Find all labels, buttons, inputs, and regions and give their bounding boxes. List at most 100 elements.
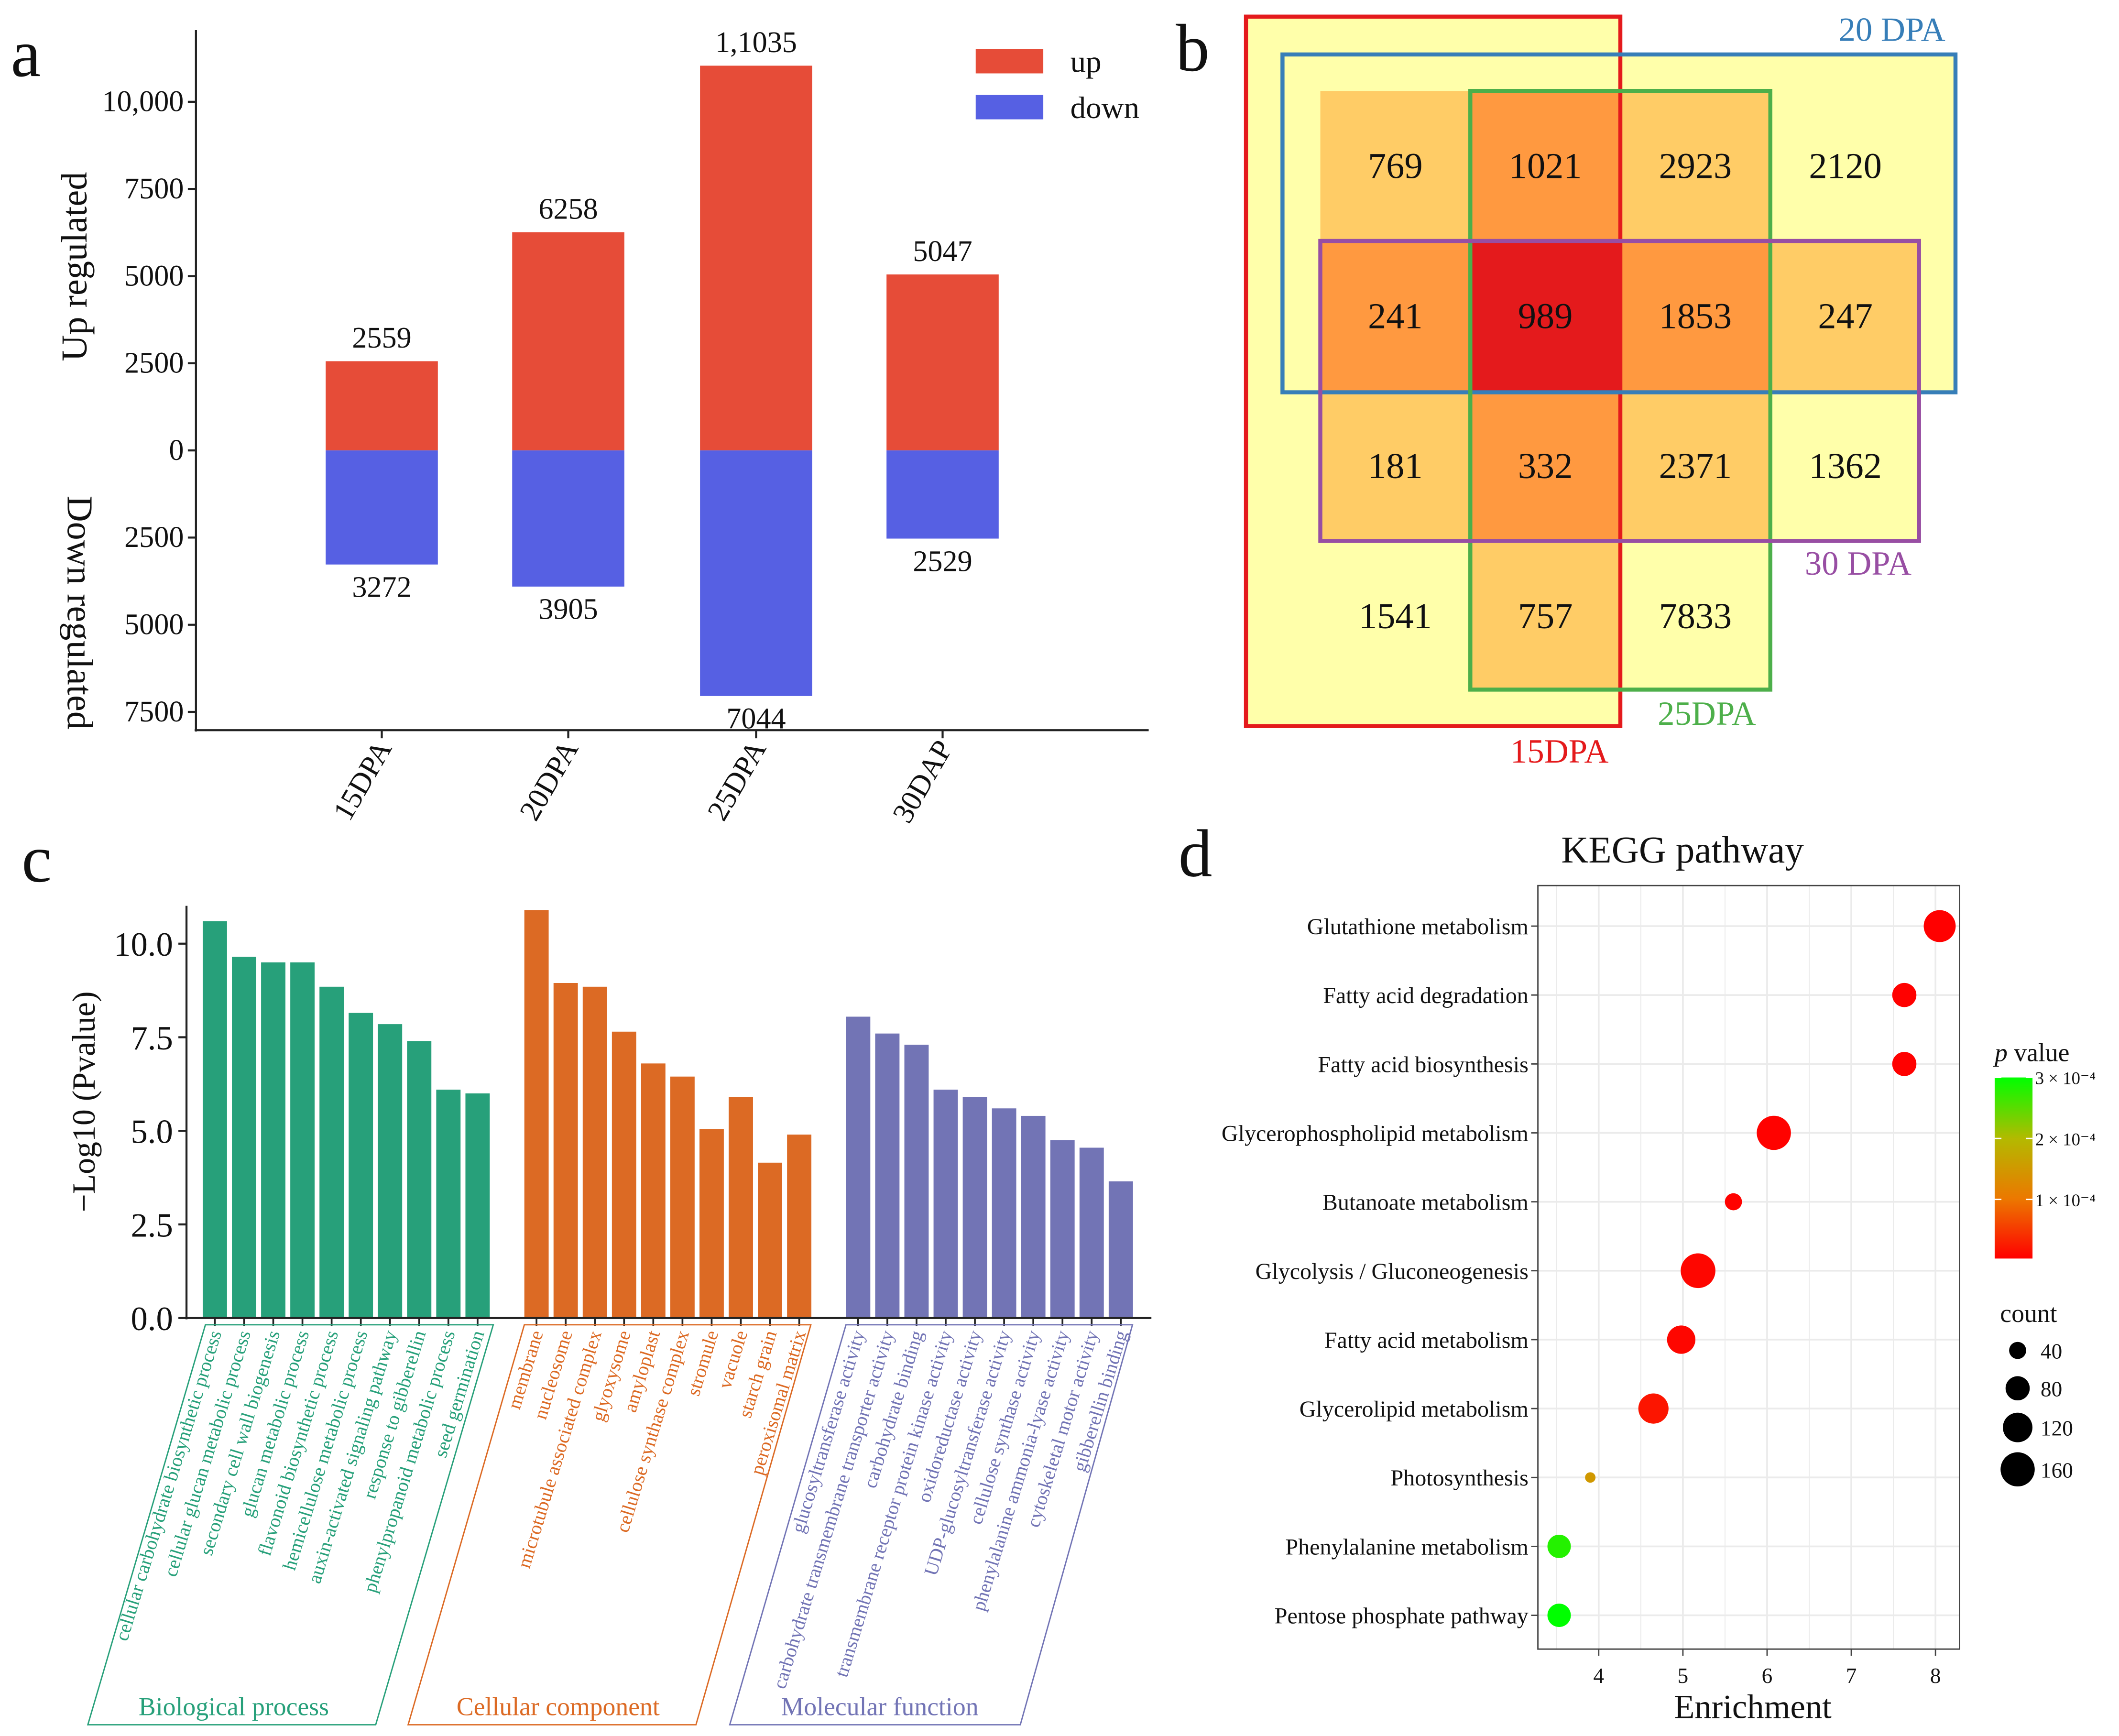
y-label-up: Up regulated: [54, 172, 95, 361]
venn-cell-count: 2923: [1659, 146, 1732, 186]
x-tick-label: 8: [1930, 1664, 1941, 1688]
bubble: [1725, 1193, 1742, 1211]
color-legend-title-rest: value: [2008, 1038, 2070, 1067]
venn-cell: [1770, 91, 1921, 241]
x-label: Enrichment: [1674, 1688, 1832, 1725]
legend-swatch-down: [975, 95, 1044, 120]
legend-label-down: down: [1070, 91, 1139, 125]
colorbar-tick-label: 3 × 10⁻⁴: [2035, 1069, 2096, 1088]
panel-label-b: b: [1176, 11, 1210, 86]
x-tick-label: 30DAP: [886, 735, 959, 829]
venn-cell-count: 1853: [1659, 295, 1732, 336]
venn-cell: [1620, 91, 1770, 241]
go-bar: [875, 1033, 900, 1318]
bubble: [1892, 1052, 1917, 1076]
venn-cell-count: 1021: [1509, 146, 1582, 186]
go-bar: [933, 1090, 958, 1318]
pathway-label: Photosynthesis: [1390, 1465, 1528, 1491]
go-bar: [202, 921, 227, 1318]
bubble: [1585, 1472, 1596, 1483]
venn-cell-count: 332: [1518, 446, 1573, 486]
venn-cell-count: 241: [1368, 295, 1422, 336]
x-tick-label: 4: [1593, 1664, 1604, 1688]
group-label: Cellular component: [457, 1692, 660, 1721]
up-value-label: 2559: [352, 322, 411, 354]
legend-label-up: up: [1070, 45, 1102, 79]
size-legend-circle: [2009, 1342, 2026, 1359]
x-tick-label: 20DPA: [513, 735, 585, 826]
venn-cell: [1620, 541, 1770, 691]
y-label-down: Down regulated: [59, 496, 100, 730]
venn-cell-count: 769: [1368, 146, 1422, 186]
go-bar: [319, 986, 344, 1318]
venn-cell-count: 757: [1518, 596, 1573, 636]
down-value-label: 3905: [538, 593, 598, 626]
bubble: [1638, 1393, 1669, 1424]
y-tick-label: 7500: [124, 173, 184, 205]
up-bar: [700, 66, 812, 451]
plot-background: [1538, 885, 1960, 1649]
panel-d-kegg-bubble-chart: KEGG pathway Glutathione metabolism Fatty …: [1222, 829, 2096, 1725]
chart-title: KEGG pathway: [1561, 829, 1804, 871]
set-outline: [1318, 239, 1921, 543]
go-bar: [1021, 1115, 1046, 1318]
venn-cell: [1470, 391, 1621, 541]
set-outline: [1280, 52, 1958, 394]
y-tick-label: 0: [169, 434, 184, 467]
size-legend-label: 160: [2041, 1458, 2073, 1482]
y-tick-label: 5000: [124, 609, 184, 641]
go-bar: [992, 1108, 1016, 1318]
up-value-label: 6258: [538, 193, 598, 225]
venn-cell-count: 7833: [1659, 596, 1732, 636]
y-tick-label: 2.5: [131, 1207, 173, 1244]
venn-cell-count: 989: [1518, 295, 1573, 336]
pathway-label: Fatty acid degradation: [1323, 983, 1529, 1008]
go-bar: [1050, 1140, 1075, 1318]
go-bar: [349, 1013, 373, 1318]
y-tick-label: 10.0: [114, 926, 173, 963]
panel-label-c: c: [22, 821, 52, 896]
color-legend-title: p value: [1993, 1038, 2070, 1067]
venn-cell: [1620, 240, 1770, 391]
bubble: [1757, 1115, 1791, 1150]
venn-cell: [1470, 240, 1621, 391]
pathway-label: Glycerophospholipid metabolism: [1222, 1121, 1529, 1146]
go-bar: [378, 1024, 403, 1318]
group-bracket: [407, 1324, 812, 1725]
size-legend-label: 80: [2041, 1377, 2062, 1401]
x-tick-label: 15DPA: [327, 735, 398, 826]
venn-cell: [1320, 91, 1471, 241]
colorbar-tick-label: 1 × 10⁻⁴: [2035, 1190, 2096, 1210]
pathway-label: Butanoate metabolism: [1322, 1190, 1529, 1215]
color-legend-title-italic: p: [1993, 1038, 2008, 1067]
go-bar: [1079, 1147, 1104, 1318]
size-legend-label: 120: [2041, 1417, 2073, 1441]
legend-swatch-up: [975, 49, 1044, 74]
y-tick-label: 10,000: [102, 86, 184, 118]
pathway-label: Phenylalanine metabolism: [1285, 1534, 1528, 1560]
bubble: [1547, 1534, 1571, 1558]
go-bar: [232, 957, 256, 1318]
up-bar: [326, 361, 438, 451]
group-bracket: [729, 1324, 1134, 1725]
go-bar: [436, 1090, 461, 1318]
set-label: 15DPA: [1510, 733, 1609, 770]
y-tick-label: 7500: [124, 696, 184, 728]
pathway-label: Pentose phosphate pathway: [1275, 1604, 1529, 1629]
size-legend-title: count: [2000, 1299, 2057, 1328]
set-outline: [1244, 14, 1623, 728]
venn-cell-count: 247: [1818, 295, 1872, 336]
go-bar: [729, 1097, 753, 1318]
x-tick-label: 7: [1846, 1664, 1857, 1688]
venn-cell: [1320, 541, 1471, 691]
set-label: 20 DPA: [1839, 11, 1945, 49]
group-label: Biological process: [139, 1692, 329, 1721]
go-bar: [758, 1162, 782, 1318]
down-value-label: 2529: [913, 545, 972, 578]
venn-cell-count: 2371: [1659, 446, 1732, 486]
go-bar: [290, 962, 315, 1318]
go-bar: [407, 1041, 432, 1318]
y-tick-label: 7.5: [131, 1020, 173, 1057]
x-tick-label: 6: [1762, 1664, 1773, 1688]
venn-cell: [1620, 391, 1770, 541]
